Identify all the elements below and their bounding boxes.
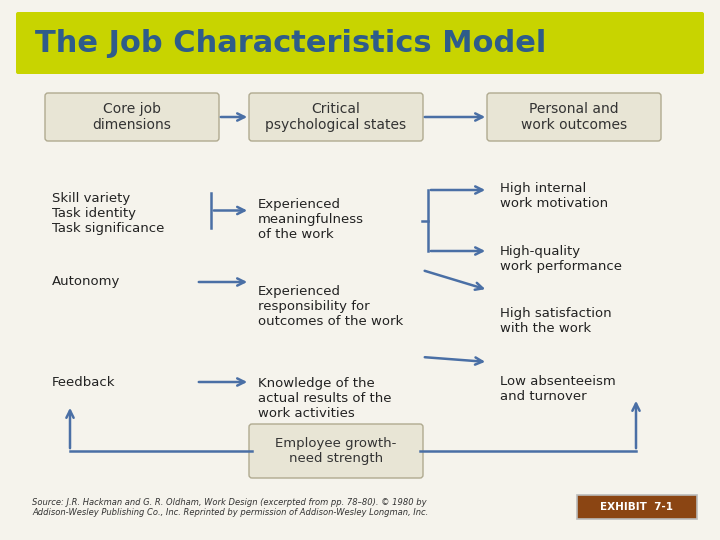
Text: Employee growth-
need strength: Employee growth- need strength bbox=[275, 437, 397, 465]
Text: Experienced
responsibility for
outcomes of the work: Experienced responsibility for outcomes … bbox=[258, 285, 403, 328]
Text: Autonomy: Autonomy bbox=[52, 275, 120, 288]
FancyBboxPatch shape bbox=[249, 93, 423, 141]
Text: High-quality
work performance: High-quality work performance bbox=[500, 245, 622, 273]
Text: High internal
work motivation: High internal work motivation bbox=[500, 182, 608, 210]
Text: Critical
psychological states: Critical psychological states bbox=[266, 102, 407, 132]
Text: The Job Characteristics Model: The Job Characteristics Model bbox=[35, 29, 546, 57]
Text: EXHIBIT  7-1: EXHIBIT 7-1 bbox=[600, 502, 673, 512]
Text: Knowledge of the
actual results of the
work activities: Knowledge of the actual results of the w… bbox=[258, 377, 392, 420]
FancyBboxPatch shape bbox=[487, 93, 661, 141]
Text: Personal and
work outcomes: Personal and work outcomes bbox=[521, 102, 627, 132]
FancyBboxPatch shape bbox=[16, 12, 704, 74]
Text: Low absenteeism
and turnover: Low absenteeism and turnover bbox=[500, 375, 616, 403]
Text: Skill variety
Task identity
Task significance: Skill variety Task identity Task signifi… bbox=[52, 192, 164, 235]
Text: Feedback: Feedback bbox=[52, 375, 115, 388]
Text: Source: J.R. Hackman and G. R. Oldham, Work Design (excerpted from pp. 78–80). ©: Source: J.R. Hackman and G. R. Oldham, W… bbox=[32, 498, 428, 517]
Text: High satisfaction
with the work: High satisfaction with the work bbox=[500, 307, 611, 335]
FancyBboxPatch shape bbox=[249, 424, 423, 478]
Text: Experienced
meaningfulness
of the work: Experienced meaningfulness of the work bbox=[258, 198, 364, 241]
FancyBboxPatch shape bbox=[45, 93, 219, 141]
Text: Core job
dimensions: Core job dimensions bbox=[93, 102, 171, 132]
FancyBboxPatch shape bbox=[577, 495, 697, 519]
